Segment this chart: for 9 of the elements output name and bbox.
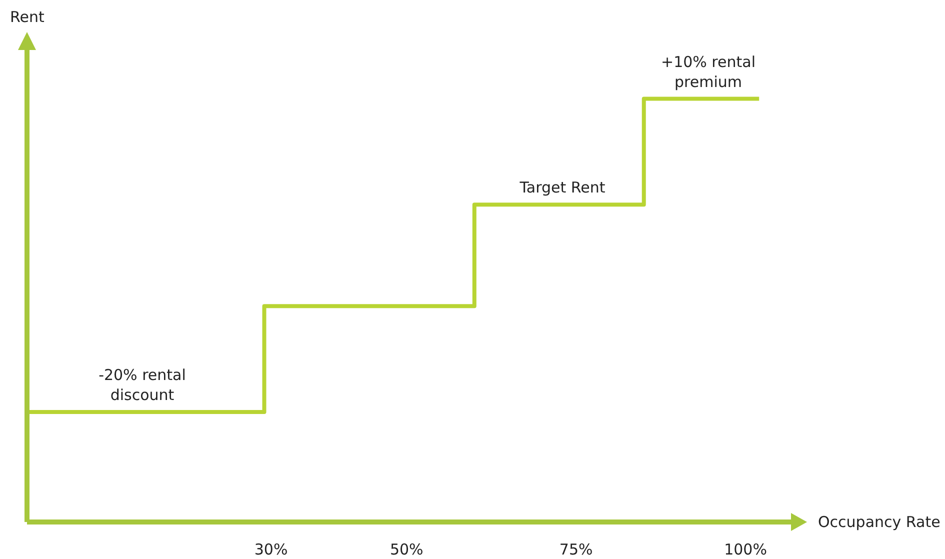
x-tick-label: 75% — [559, 540, 593, 559]
x-tick-label: 100% — [724, 540, 767, 559]
annotation: Target Rent — [518, 178, 606, 197]
annotation: +10% rental premium — [661, 52, 756, 91]
x-tick-label: 30% — [254, 540, 288, 559]
y-axis-title: Rent — [10, 8, 44, 26]
x-axis-title: Occupancy Rate — [818, 513, 940, 531]
annotation: -20% rental discount — [98, 366, 186, 404]
x-tick-label: 50% — [390, 540, 424, 559]
